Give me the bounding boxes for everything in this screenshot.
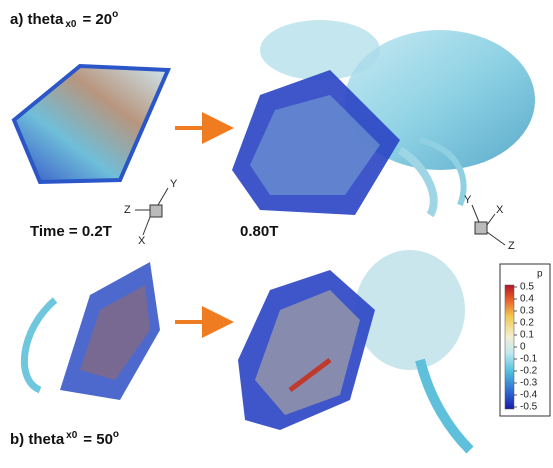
- label-subscript: x0: [65, 19, 77, 30]
- colorbar-tick-label: -0.4: [520, 390, 538, 401]
- axis-label: X: [138, 235, 146, 247]
- colorbar-tick-label: -0.3: [520, 378, 538, 389]
- axis-label: Y: [170, 178, 178, 190]
- time-label: 0.80T: [240, 223, 278, 240]
- colorbar-tick-label: 0.1: [520, 330, 534, 341]
- label-subscript: x0: [66, 430, 78, 441]
- axis-label: X: [496, 204, 504, 216]
- colorbar-tick-label: 0.4: [520, 294, 534, 305]
- colorbar-tick-label: 0.3: [520, 306, 534, 317]
- axis-label: Y: [464, 194, 472, 206]
- colorbar-tick-label: 0.2: [520, 318, 534, 329]
- vortex-image: [232, 20, 535, 215]
- colorbar-title: p: [537, 269, 543, 280]
- axis-label: Z: [124, 204, 131, 216]
- vortex-image: [14, 66, 168, 182]
- label-degree: o: [112, 9, 118, 20]
- colorbar: p 0.50.40.30.20.10-0.1-0.2-0.3-0.4-0.5: [500, 264, 550, 416]
- label-text: = 20: [82, 11, 112, 28]
- time-label: Time = 0.2T: [30, 223, 112, 240]
- label-text: b) theta: [10, 431, 65, 448]
- figure: a) thetax0= 20o b) thetax0= 50o Time = 0…: [0, 0, 553, 468]
- colorbar-tick-label: -0.1: [520, 354, 538, 365]
- label-text: = 50: [83, 431, 113, 448]
- axis-triad: [135, 188, 168, 235]
- vortex-image: [24, 262, 160, 400]
- colorbar-tick-label: -0.5: [520, 402, 538, 413]
- colorbar-tick-label: 0.5: [520, 282, 534, 293]
- label-degree: o: [113, 429, 119, 440]
- label-text: a) theta: [10, 11, 64, 28]
- axis-label: Z: [508, 240, 515, 252]
- vortex-image: [238, 250, 470, 450]
- colorbar-tick-label: -0.2: [520, 366, 538, 377]
- colorbar-tick-label: 0: [520, 342, 526, 353]
